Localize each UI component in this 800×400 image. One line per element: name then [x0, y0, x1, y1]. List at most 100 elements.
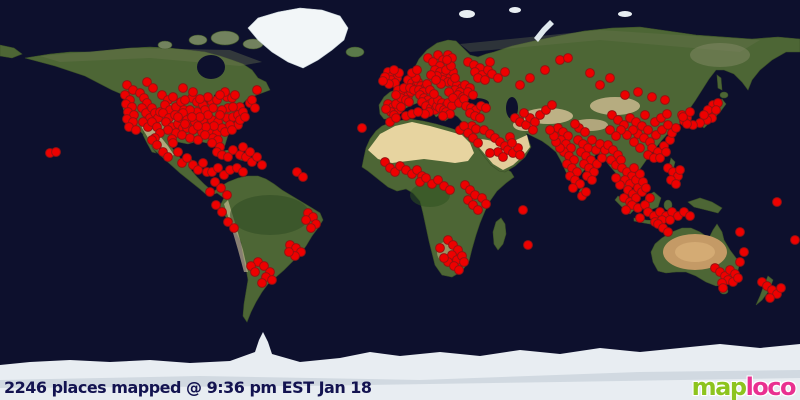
visitor-dot	[412, 65, 422, 75]
svalbard-ice	[459, 10, 475, 18]
visitor-dot	[201, 122, 211, 132]
hudson-bay	[197, 55, 225, 79]
visitor-dot	[301, 215, 311, 225]
visitor-dot	[523, 240, 533, 250]
visitor-dot	[357, 123, 367, 133]
congo-forest	[410, 183, 450, 207]
visitor-dot	[699, 110, 709, 120]
visitor-dot	[660, 95, 670, 105]
maploco-logo[interactable]: maploco	[692, 373, 797, 400]
visitor-dot	[252, 85, 262, 95]
australian-outback-core	[675, 242, 715, 262]
antarctica-shading	[0, 370, 800, 388]
visitor-dot	[240, 112, 250, 122]
visitor-dot	[635, 143, 645, 153]
visitor-dot	[250, 103, 260, 113]
visitor-dot	[193, 121, 203, 131]
visitor-dot	[641, 183, 651, 193]
visitor-dot	[168, 138, 178, 148]
visitor-dot	[587, 175, 597, 185]
visitor-dot	[555, 55, 565, 65]
visitor-dot	[180, 119, 190, 129]
visitor-dot	[545, 125, 555, 135]
visitor-dot	[245, 147, 255, 157]
visitor-dot	[629, 137, 639, 147]
visitor-dot	[306, 223, 316, 233]
visitor-dot	[178, 83, 188, 93]
visitor-dot	[389, 65, 399, 75]
visitor-dot	[518, 205, 528, 215]
visitor-dot	[216, 183, 226, 193]
visitor-dot	[662, 109, 672, 119]
visitor-dot	[685, 107, 695, 117]
visitor-dot	[247, 95, 257, 105]
landmass-hokkaido	[719, 91, 729, 99]
visitor-dot	[500, 67, 510, 77]
visitor-dot	[611, 173, 621, 183]
visitor-dot	[439, 253, 449, 263]
visitor-dot	[481, 199, 491, 209]
visitor-dot	[471, 124, 481, 134]
visitor-dot	[580, 127, 590, 137]
visitor-dot	[222, 190, 232, 200]
visitor-dot	[671, 123, 681, 133]
visitor-dot	[519, 108, 529, 118]
landmass-chukotka-west	[0, 44, 23, 59]
novaya-zemlya	[534, 20, 554, 42]
visitor-dot	[735, 227, 745, 237]
severnaya-zemlya-ice	[618, 11, 632, 17]
visitor-dot	[298, 172, 308, 182]
landmass-arctic-island	[157, 40, 173, 50]
visitor-dot	[459, 257, 469, 267]
visitor-dot	[581, 187, 591, 197]
visitor-dot	[238, 142, 248, 152]
visitor-dot	[378, 76, 388, 86]
visitor-dot	[629, 163, 639, 173]
visitor-dot	[568, 183, 578, 193]
visitor-dot	[645, 193, 655, 203]
visitor-dot	[563, 53, 573, 63]
amazon-forest	[230, 195, 310, 235]
visitor-dot	[525, 73, 535, 83]
visitor-dot	[227, 125, 237, 135]
visitor-dot	[647, 92, 657, 102]
visitor-dot	[735, 257, 745, 267]
landmass-arctic-island	[210, 30, 240, 46]
visitor-dot	[198, 158, 208, 168]
visitor-dot	[635, 213, 645, 223]
visitor-dot	[215, 90, 225, 100]
visitor-dot	[228, 145, 238, 155]
visitor-dot	[207, 138, 217, 148]
visitor-dot	[772, 197, 782, 207]
visitor-dot	[152, 140, 162, 150]
visitor-dot	[473, 138, 483, 148]
visitor-dot	[663, 227, 673, 237]
greenland	[247, 7, 349, 69]
visitor-dot	[217, 207, 227, 217]
visitor-dot	[193, 165, 203, 175]
sahara-desert	[368, 122, 474, 163]
visitor-dot	[163, 125, 173, 135]
siberia-highlands	[690, 43, 750, 67]
landmass-sakhalin	[716, 74, 723, 91]
visitor-dot	[585, 68, 595, 78]
visitor-dot	[250, 267, 260, 277]
visitor-dot	[168, 92, 178, 102]
visitor-dot	[404, 97, 414, 107]
visitor-dot	[413, 107, 423, 117]
visitor-dot	[185, 133, 195, 143]
visitor-dot	[739, 247, 749, 257]
visitor-dot	[468, 90, 478, 100]
visitor-dot	[203, 110, 213, 120]
visitor-dot	[223, 217, 233, 227]
visitor-dot	[173, 112, 183, 122]
visitor-dot	[515, 150, 525, 160]
visitor-dot	[421, 173, 431, 183]
landmass-arctic-island	[188, 34, 208, 46]
visitor-dot	[238, 167, 248, 177]
visitor-dot	[587, 135, 597, 145]
visitor-dot	[203, 92, 213, 102]
visitor-dot	[605, 125, 615, 135]
visitor-dot	[597, 153, 607, 163]
